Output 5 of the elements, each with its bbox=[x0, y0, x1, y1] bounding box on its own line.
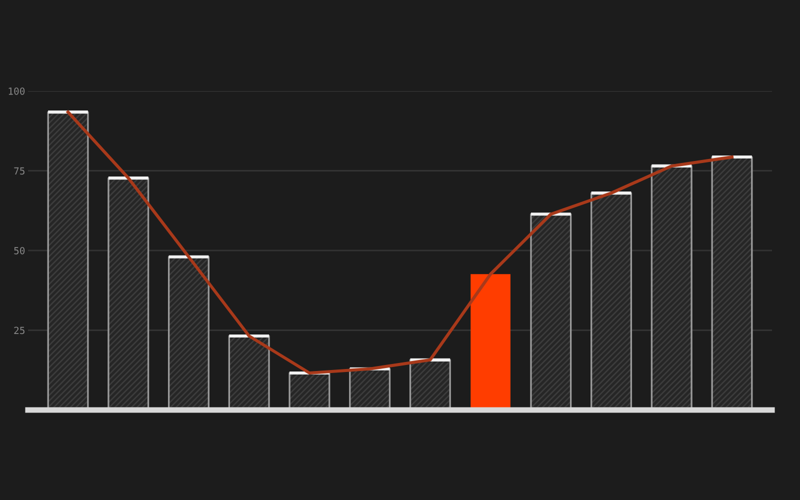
y-tick-label: 100 bbox=[8, 88, 25, 95]
y-tick-label: 25 bbox=[14, 326, 24, 334]
y-tick-label: 50 bbox=[14, 247, 25, 254]
y-tick-label: 75 bbox=[14, 167, 24, 175]
line-series bbox=[66, 110, 734, 375]
